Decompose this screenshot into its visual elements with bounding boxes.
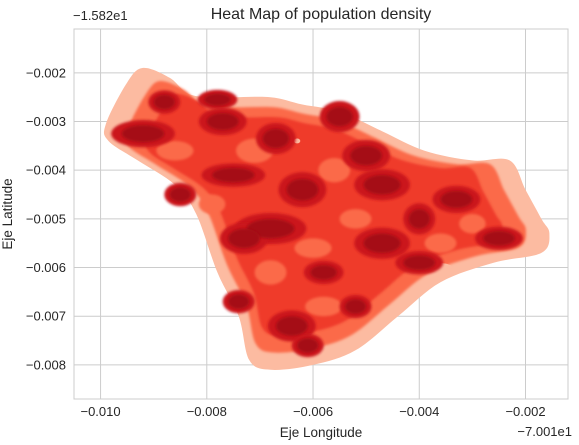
density-peak	[310, 265, 337, 280]
density-peak	[246, 218, 295, 239]
density-peak	[212, 167, 255, 183]
density-peak	[228, 294, 250, 309]
density-peak	[408, 209, 430, 229]
y-tick-label: −0.003	[26, 114, 66, 129]
x-tick-label: −0.006	[293, 404, 333, 419]
density-pocket	[305, 296, 343, 317]
x-tick-label: −0.002	[505, 404, 545, 419]
density-pocket	[339, 209, 372, 229]
density-pocket	[156, 140, 194, 161]
density-pocket	[294, 238, 332, 258]
x-tick-label: −0.004	[399, 404, 439, 419]
y-tick-label: −0.002	[26, 65, 66, 80]
density-peak	[483, 231, 515, 246]
x-tick-label: −0.008	[187, 404, 227, 419]
x-axis-offset-label: −7.001e1	[517, 424, 572, 439]
y-axis-offset-label: −1.582e1	[73, 8, 128, 23]
y-tick-label: −0.006	[26, 260, 66, 275]
density-peak	[440, 190, 473, 208]
y-tick-label: −0.004	[26, 163, 66, 178]
density-pocket	[424, 233, 457, 253]
density-peak	[228, 228, 260, 249]
y-axis-title: Eje Latitude	[0, 178, 15, 249]
y-tick-label: −0.005	[26, 211, 66, 226]
chart-title: Heat Map of population density	[211, 6, 432, 23]
density-peak	[350, 145, 383, 166]
density-peak	[169, 187, 191, 202]
plot-frame	[73, 28, 569, 400]
density-peak	[275, 316, 308, 336]
density-peak	[344, 299, 367, 314]
x-axis-ticks: −0.010 −0.008 −0.006 −0.004 −0.002	[80, 404, 545, 419]
density-peak	[363, 175, 401, 195]
y-axis-ticks: −0.002 −0.003 −0.004 −0.005 −0.006 −0.007 −0.0…	[26, 65, 66, 372]
x-tick-label: −0.010	[80, 404, 120, 419]
density-peak	[206, 112, 239, 131]
density-peak	[326, 106, 353, 127]
density-peak	[297, 338, 319, 353]
density-pocket	[459, 214, 486, 234]
y-tick-label: −0.008	[26, 357, 66, 372]
density-peak	[121, 125, 165, 143]
density-peak	[363, 233, 401, 253]
density-pocket	[198, 194, 226, 214]
x-axis-title: Eje Longitude	[280, 425, 363, 440]
density-peak	[403, 255, 436, 270]
density-surface	[103, 67, 550, 370]
density-peak	[262, 128, 290, 149]
density-peak	[204, 93, 231, 106]
density-peak	[286, 178, 319, 201]
density-level-3	[145, 93, 503, 336]
y-tick-label: −0.007	[26, 309, 66, 324]
density-pocket	[254, 260, 287, 285]
density-pocket	[318, 158, 351, 183]
density-peak	[153, 94, 175, 110]
